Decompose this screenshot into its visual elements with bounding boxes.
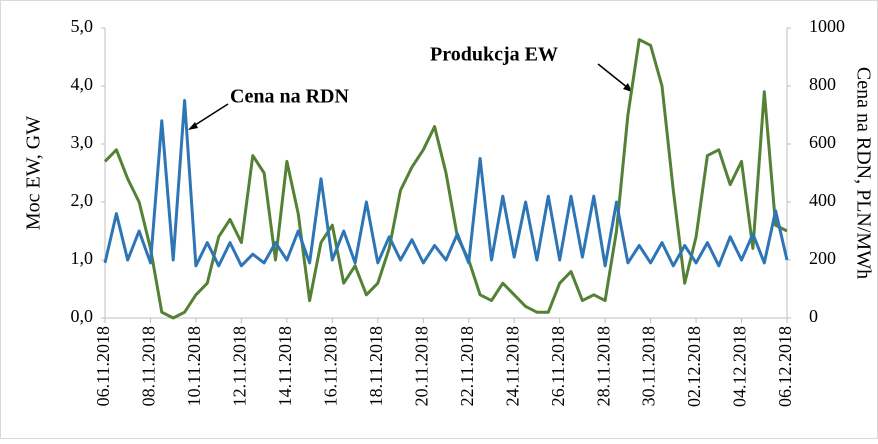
y-tick-label: 3,0 <box>71 132 94 152</box>
y2-axis-title: Cena na RDN, PLN/MWh <box>852 67 874 279</box>
y2-tick-label: 600 <box>809 132 836 152</box>
y2-tick-label: 0 <box>809 306 818 326</box>
x-tick-label: 18.11.2018 <box>366 326 386 406</box>
x-tick-label: 26.11.2018 <box>548 326 568 406</box>
x-tick-label: 16.11.2018 <box>320 326 340 406</box>
x-tick-label: 08.11.2018 <box>139 326 159 406</box>
x-tick-label: 22.11.2018 <box>457 326 477 406</box>
x-tick-label: 04.12.2018 <box>730 326 750 407</box>
y-tick-label: 4,0 <box>71 74 94 94</box>
x-tick-label: 02.12.2018 <box>684 326 704 407</box>
arrow-head <box>188 122 198 130</box>
y2-tick-label: 800 <box>809 74 836 94</box>
arrow-head <box>623 83 632 92</box>
y-axis-title: Moc EW, GW <box>23 116 45 230</box>
x-tick-label: 12.11.2018 <box>230 326 250 406</box>
x-tick-label: 06.12.2018 <box>775 326 795 407</box>
y2-tick-label: 400 <box>809 190 836 210</box>
y2-tick-label: 1000 <box>809 16 845 36</box>
x-tick-label: 06.11.2018 <box>93 326 113 406</box>
x-tick-label: 14.11.2018 <box>275 326 295 406</box>
series-line <box>103 99 789 268</box>
series-line <box>103 38 788 320</box>
x-tick-label: 10.11.2018 <box>184 326 204 406</box>
y-tick-label: 5,0 <box>71 16 94 36</box>
y-tick-label: 1,0 <box>71 248 94 268</box>
annotation: Produkcja EW <box>430 44 558 66</box>
annotation-arrow <box>191 103 229 128</box>
annotation-arrow <box>597 63 629 89</box>
x-tick-label: 24.11.2018 <box>502 326 522 406</box>
y-tick-label: 0,0 <box>71 306 94 326</box>
annotation: Cena na RDN <box>230 86 349 108</box>
x-tick-label: 20.11.2018 <box>411 326 431 406</box>
x-tick-label: 30.11.2018 <box>639 326 659 406</box>
y2-tick-label: 200 <box>809 248 836 268</box>
y-tick-label: 2,0 <box>71 190 94 210</box>
x-tick-label: 28.11.2018 <box>593 326 613 406</box>
